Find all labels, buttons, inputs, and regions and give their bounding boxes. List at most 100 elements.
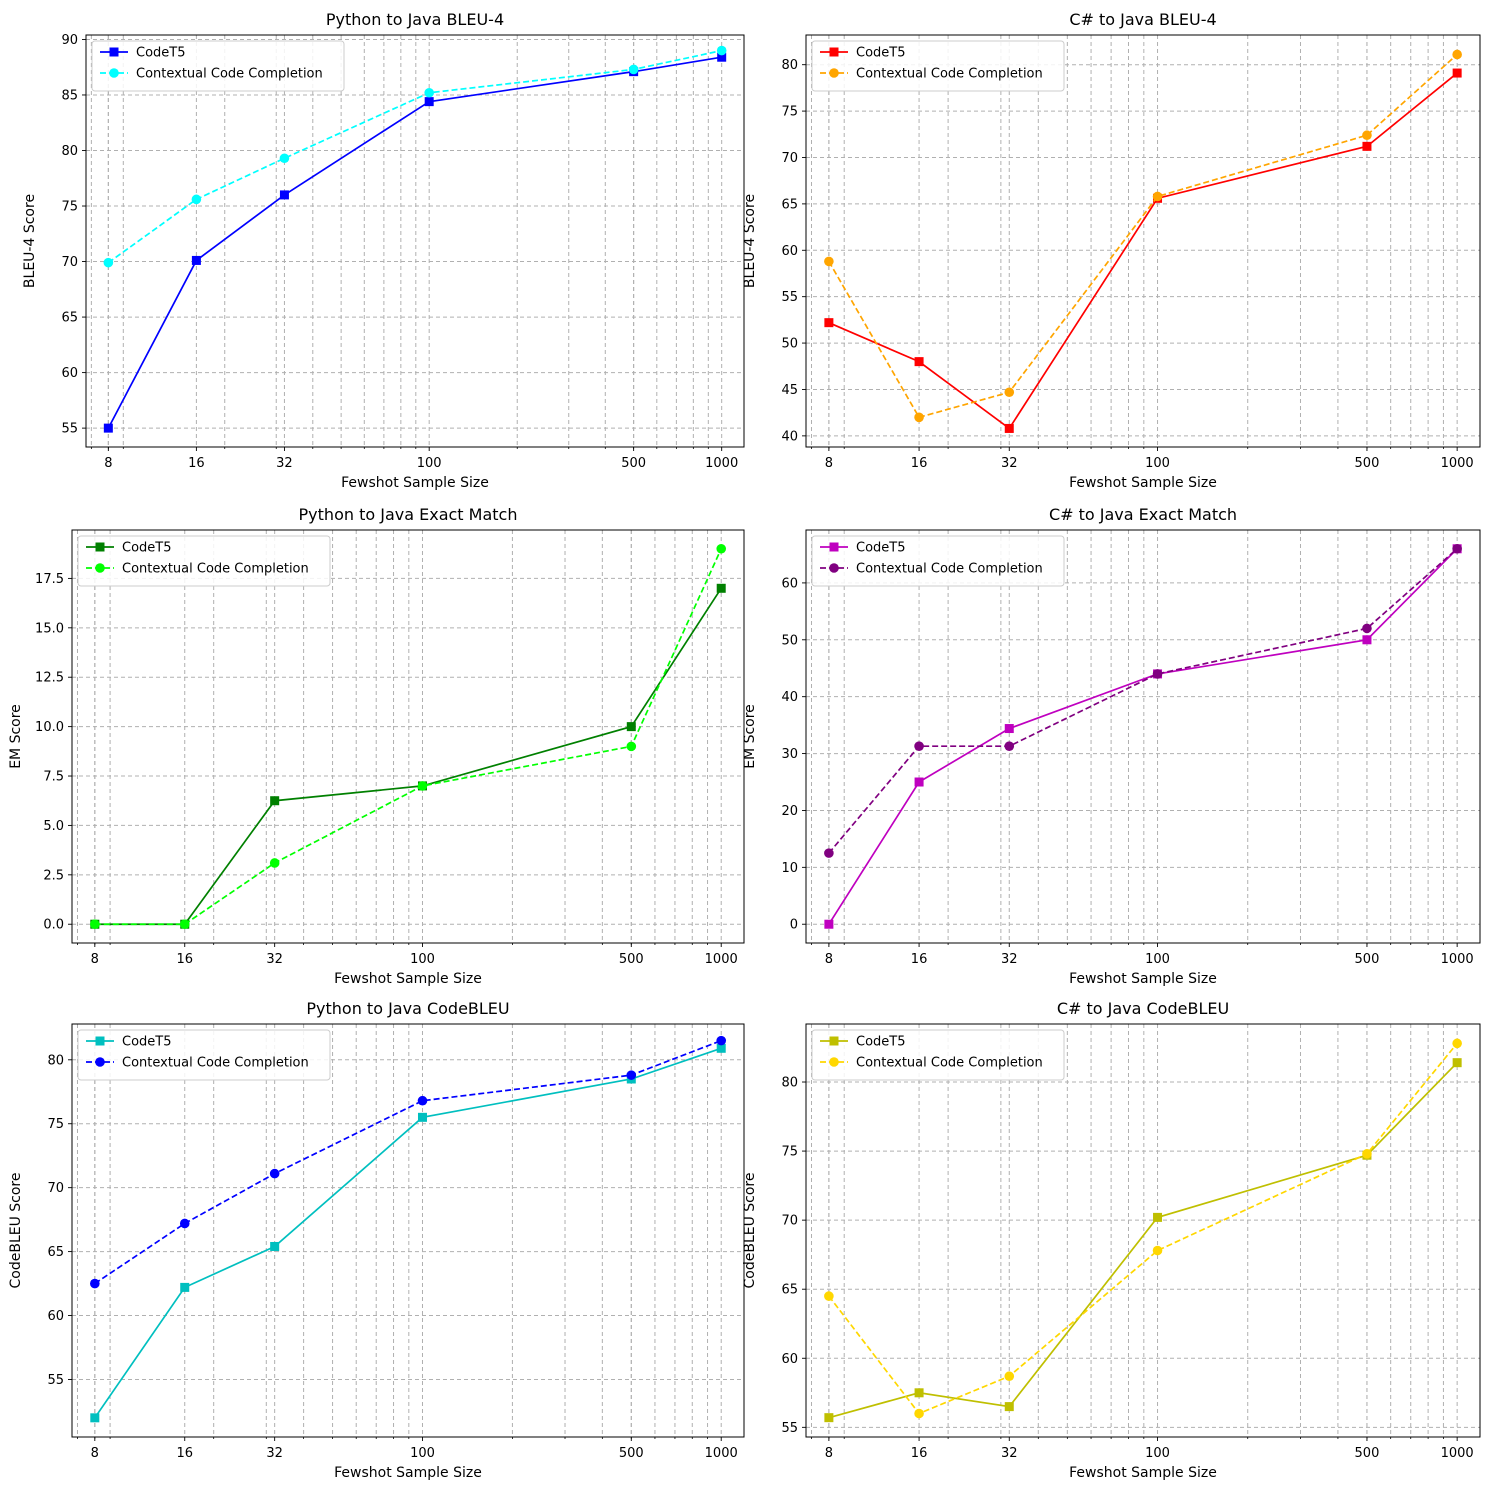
series-line (94, 548, 722, 926)
x-tick-label: 8 (825, 1446, 833, 1461)
y-tick-label: 85 (61, 88, 78, 103)
x-tick-label: 100 (1145, 952, 1170, 967)
data-point (824, 318, 834, 328)
data-point (1452, 68, 1462, 78)
x-tick-label: 500 (1355, 952, 1380, 967)
legend: CodeT5 Contextual Code Completion (77, 535, 331, 587)
x-tick-label: 16 (188, 456, 205, 471)
data-point (180, 1282, 190, 1292)
data-point (824, 848, 834, 858)
data-point (269, 858, 280, 868)
data-point (824, 1291, 834, 1301)
data-point (179, 919, 190, 930)
y-tick-label: 55 (781, 290, 798, 305)
x-tick-label: 500 (1355, 1446, 1380, 1461)
series-line (107, 49, 722, 264)
chart-3: 8 16 32 100 500 1000 0.0 2.5 5.0 7.5 10.0 12.5 15.0 1… (8, 505, 745, 987)
y-tick-label: 50 (781, 337, 798, 352)
x-axis-label: Fewshot Sample Size (1069, 1465, 1217, 1481)
chart-title: C# to Java CodeBLEU (1057, 999, 1229, 1018)
x-tick-label: 100 (1145, 456, 1170, 471)
series-contextual-code-completion (824, 1038, 1462, 1419)
x-tick-label: 500 (621, 456, 646, 471)
chart-4: 8 16 32 100 500 1000 0 10 20 30 40 50 60 C# to Java E… (742, 505, 1481, 987)
y-tick-label: 0.0 (43, 918, 64, 933)
data-point (824, 1413, 834, 1423)
data-point (424, 87, 434, 98)
x-tick-label: 500 (619, 1446, 644, 1461)
legend-label: CodeT5 (856, 1035, 906, 1050)
y-tick-label: 65 (47, 1245, 64, 1260)
data-point (1362, 130, 1372, 141)
minor-gridlines (811, 530, 1444, 945)
y-tick-label: 60 (781, 244, 798, 259)
x-tick-label: 16 (911, 456, 928, 471)
data-point (1362, 141, 1372, 151)
legend-label: CodeT5 (856, 541, 906, 556)
legend: CodeT5 Contextual Code Completion (811, 535, 1065, 587)
series-codet5 (90, 583, 726, 929)
legend-label: Contextual Code Completion (122, 1056, 309, 1071)
y-tick-label: 80 (781, 58, 798, 73)
plot-frame (71, 1023, 745, 1438)
plot-frame (85, 34, 745, 448)
legend-box (811, 1029, 1065, 1081)
x-tick-label: 500 (619, 952, 644, 967)
legend-marker (95, 1036, 105, 1046)
chart-6: 8 16 32 100 500 1000 55 60 65 70 75 80 C# to Java Co… (742, 999, 1481, 1481)
y-tick-label: 80 (61, 144, 78, 159)
data-point (1152, 1245, 1163, 1256)
chart-title: Python to Java Exact Match (299, 505, 518, 524)
legend-marker (95, 542, 105, 552)
series-line (94, 1039, 722, 1285)
minor-gridlines (90, 35, 709, 449)
y-tick-label: 10.0 (35, 720, 64, 735)
legend-label: CodeT5 (122, 541, 172, 556)
data-point (424, 97, 434, 107)
legend: CodeT5 Contextual Code Completion (77, 1029, 331, 1081)
data-point (1004, 1371, 1015, 1382)
x-tick-label: 32 (276, 456, 293, 471)
data-point (626, 741, 637, 752)
chart-title: C# to Java Exact Match (1049, 505, 1237, 524)
y-tick-label: 60 (781, 576, 798, 591)
y-tick-label: 65 (781, 1283, 798, 1298)
data-point (914, 357, 924, 367)
data-point (270, 796, 280, 806)
y-axis-label: BLEU-4 Score (742, 194, 758, 288)
x-axis-label: Fewshot Sample Size (341, 475, 489, 491)
data-point (716, 45, 727, 56)
series-line (828, 1062, 1458, 1419)
data-point (914, 777, 924, 787)
y-tick-label: 70 (61, 255, 78, 270)
x-tick-label: 1000 (705, 952, 738, 967)
legend-marker (109, 47, 119, 57)
data-point (90, 1413, 100, 1423)
x-axis-label: Fewshot Sample Size (1069, 475, 1217, 491)
legend-box (77, 535, 331, 587)
series-contextual-code-completion (824, 49, 1462, 423)
data-point (90, 1278, 100, 1289)
minor-gridlines (811, 35, 1444, 449)
x-tick-label: 16 (911, 1446, 928, 1461)
y-tick-label: 40 (781, 429, 798, 444)
x-tick-label: 32 (1001, 952, 1018, 967)
legend-marker (829, 1057, 839, 1067)
data-point (417, 1095, 428, 1106)
series-codet5 (103, 52, 727, 433)
x-tick-label: 16 (911, 952, 928, 967)
data-point (824, 256, 834, 267)
legend-label: Contextual Code Completion (136, 67, 323, 82)
data-point (1362, 635, 1372, 645)
legend-marker (829, 47, 839, 57)
chart-2: 8 16 32 100 500 1000 40 45 50 55 60 65 70 75 80 C# to J… (742, 10, 1481, 491)
legend-box (811, 535, 1065, 587)
x-tick-label: 100 (410, 952, 435, 967)
minor-gridlines (76, 530, 709, 945)
legend-label: Contextual Code Completion (122, 562, 309, 577)
x-tick-label: 1000 (705, 1446, 738, 1461)
x-tick-label: 1000 (1441, 456, 1474, 471)
series-line (828, 548, 1458, 854)
series-line (107, 56, 722, 429)
